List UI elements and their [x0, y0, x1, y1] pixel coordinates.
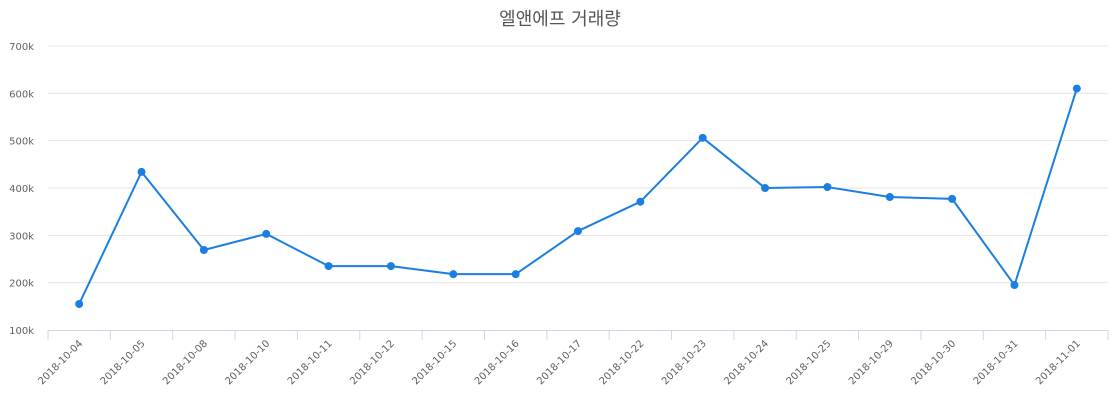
y-tick-label: 500k	[9, 137, 34, 148]
data-point-marker[interactable]	[262, 229, 271, 238]
x-tick-label: 2018-10-23	[660, 338, 709, 387]
data-point-marker[interactable]	[449, 270, 458, 279]
x-tick-label: 2018-10-16	[473, 338, 522, 387]
data-point-marker[interactable]	[948, 194, 957, 203]
data-point-marker[interactable]	[137, 167, 146, 176]
y-axis-labels: 100k 200k 300k 400k 500k 600k 700k	[9, 42, 34, 337]
x-tick-label: 2018-10-22	[598, 338, 647, 387]
x-tick-label: 2018-10-31	[972, 338, 1021, 387]
data-point-marker[interactable]	[199, 246, 208, 255]
data-point-marker[interactable]	[1010, 281, 1019, 290]
x-tick-label: 2018-10-11	[286, 338, 335, 387]
x-tick-label: 2018-10-25	[785, 338, 834, 387]
x-tick-label: 2018-10-17	[535, 338, 584, 387]
data-point-marker[interactable]	[75, 299, 84, 308]
data-point-marker[interactable]	[761, 184, 770, 192]
y-tick-label: 300k	[9, 231, 34, 242]
x-tick-label: 2018-10-15	[411, 338, 460, 387]
x-tick-label: 2018-10-12	[348, 338, 397, 387]
chart-title: 엘앤에프 거래량	[499, 9, 621, 30]
data-point-marker[interactable]	[698, 133, 707, 142]
y-tick-label: 400k	[9, 184, 34, 195]
data-point-marker[interactable]	[511, 270, 520, 279]
data-points[interactable]	[75, 84, 1081, 308]
data-point-marker[interactable]	[574, 227, 582, 236]
x-axis: 2018-10-04 2018-10-05 2018-10-08 2018-10-10…	[36, 330, 1109, 387]
x-tick-label: 2018-10-29	[847, 338, 896, 387]
data-point-marker[interactable]	[885, 192, 894, 201]
x-tick-label: 2018-10-24	[722, 338, 771, 387]
x-tick-label: 2018-10-05	[99, 338, 148, 387]
y-tick-label: 100k	[9, 326, 34, 337]
data-point-marker[interactable]	[386, 262, 395, 271]
data-point-marker[interactable]	[324, 262, 333, 271]
y-tick-label: 200k	[9, 279, 34, 290]
x-tick-label: 2018-10-04	[36, 338, 85, 387]
x-tick-label: 2018-11-01	[1034, 338, 1083, 387]
y-tick-label: 700k	[9, 42, 34, 53]
volume-line	[78, 88, 1078, 305]
data-point-marker[interactable]	[1072, 84, 1081, 93]
x-tick-label: 2018-10-30	[909, 338, 958, 387]
x-tick-label: 2018-10-10	[223, 338, 272, 387]
grid-lines	[48, 45, 1108, 284]
data-point-marker[interactable]	[636, 197, 645, 206]
y-tick-label: 600k	[9, 89, 34, 100]
series-line	[78, 88, 1078, 305]
x-tick-label: 2018-10-08	[161, 338, 210, 387]
data-point-marker[interactable]	[823, 183, 832, 192]
